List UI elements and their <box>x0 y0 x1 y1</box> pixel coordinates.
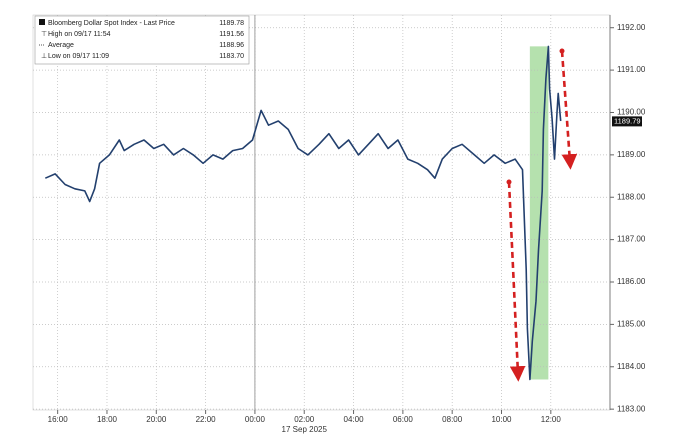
x-tick-label: 06:00 <box>393 415 414 424</box>
last-price-label: 1189.79 <box>614 116 641 125</box>
y-tick-label: 1191.00 <box>617 65 646 74</box>
legend-value: 1189.78 <box>219 20 244 27</box>
legend-label: Low on 09/17 11:09 <box>48 53 109 60</box>
legend-label: High on 09/17 11:54 <box>48 31 111 38</box>
x-tick-label: 00:00 <box>245 415 266 424</box>
x-tick-label: 12:00 <box>541 415 562 424</box>
last-price-tag <box>612 116 642 127</box>
y-tick-label: 1188.00 <box>617 192 646 201</box>
plot-frame <box>32 14 611 411</box>
x-tick-label: 02:00 <box>294 415 315 424</box>
legend-label: Average <box>48 42 74 49</box>
x-tick-label: 22:00 <box>196 415 217 424</box>
red-arrow <box>560 50 578 170</box>
x-tick-label: 16:00 <box>48 415 69 424</box>
legend-value: 1191.56 <box>219 31 244 38</box>
legend-icon: ⊥ <box>41 53 47 60</box>
legend-label: Bloomberg Dollar Spot Index - Last Price <box>48 20 175 27</box>
x-tick-label: 04:00 <box>344 415 365 424</box>
y-tick-label: 1190.00 <box>617 108 646 117</box>
legend-box <box>34 15 250 65</box>
y-tick-label: 1187.00 <box>617 235 646 244</box>
x-tick-label: 20:00 <box>146 415 167 424</box>
y-tick-label: 1185.00 <box>617 319 646 328</box>
legend-value: 1188.96 <box>219 42 244 49</box>
y-tick-label: 1192.00 <box>617 23 646 32</box>
annotation-arrows <box>506 48 578 382</box>
y-tick-label: 1184.00 <box>617 362 646 371</box>
x-date-label: 17 Sep 2025 <box>282 425 328 434</box>
y-tick-label: 1186.00 <box>617 277 646 286</box>
y-tick-label: 1183.00 <box>617 404 646 413</box>
x-tick-label: 08:00 <box>442 415 463 424</box>
x-tick-label: 18:00 <box>97 415 118 424</box>
legend-icon: ⊤ <box>41 31 47 38</box>
price-line <box>44 45 562 381</box>
x-tick-label: 10:00 <box>491 415 512 424</box>
legend-value: 1183.70 <box>219 53 244 60</box>
red-arrow <box>507 181 526 382</box>
y-tick-label: 1189.00 <box>617 150 646 159</box>
legend: Bloomberg Dollar Spot Index - Last Price… <box>34 15 250 65</box>
legend-swatch <box>39 19 45 25</box>
